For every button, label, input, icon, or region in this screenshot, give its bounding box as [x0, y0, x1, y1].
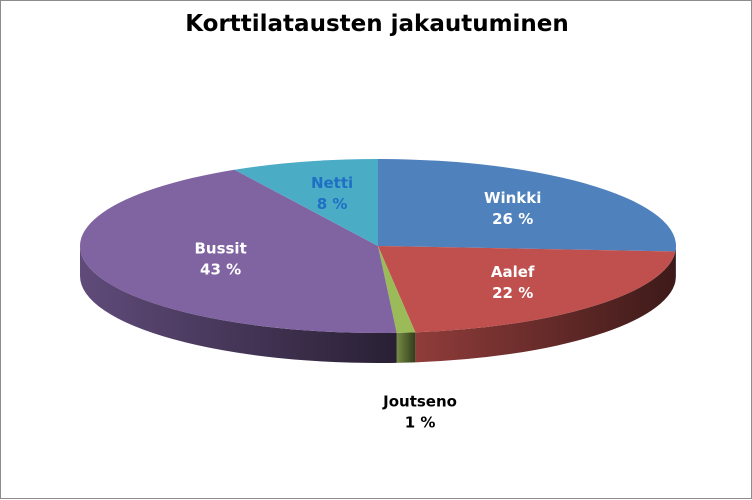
pie-slice-joutseno: [378, 246, 416, 333]
chart-title: Korttilatausten jakautuminen: [185, 11, 569, 37]
pie-slice-bussit: [79, 169, 397, 333]
slice-percent-netti: 8 %: [317, 195, 348, 213]
slice-percent-aalef: 22 %: [492, 284, 533, 302]
slice-label-netti: Netti: [311, 174, 353, 192]
slice-label-bussit: Bussit: [194, 239, 246, 257]
pie-slice-netti: [234, 159, 378, 246]
slice-label-winkki: Winkki: [484, 189, 541, 207]
pie-side-joutseno: [396, 332, 416, 363]
slice-label-aalef: Aalef: [491, 263, 535, 281]
slice-percent-winkki: 26 %: [492, 210, 533, 228]
pie-slice-aalef: [378, 246, 676, 333]
slice-label-joutseno: Joutseno: [382, 393, 457, 411]
slice-percent-bussit: 43 %: [200, 260, 241, 278]
pie-side-bussit: [79, 246, 397, 363]
slice-percent-joutseno: 1 %: [405, 414, 436, 432]
pie-side-winkki: [675, 246, 676, 282]
pie-side-aalef: [415, 251, 676, 363]
pie-slice-winkki: [378, 159, 676, 252]
